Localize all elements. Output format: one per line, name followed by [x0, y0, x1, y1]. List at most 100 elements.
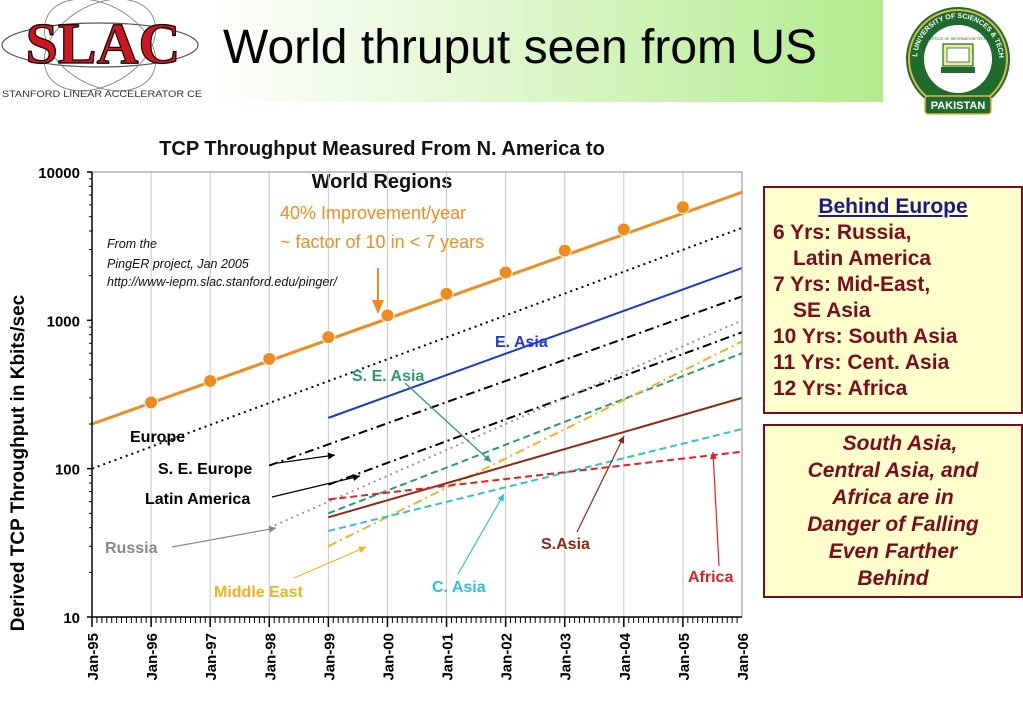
x-tick-label: Jan-04 [617, 632, 634, 680]
series-label-c-asia: C. Asia [432, 579, 486, 596]
behind-europe-line: 10 Yrs: South Asia [773, 325, 958, 348]
y-tick-label: 100 [55, 462, 80, 479]
danger-note-box: South Asia, Central Asia, and Africa are… [763, 424, 1023, 598]
series-label-pointer [171, 527, 277, 548]
danger-note-line: Africa are in [832, 486, 954, 509]
x-tick-label: Jan-97 [203, 633, 220, 681]
improvement-arrow-head [372, 300, 384, 314]
y-tick-label: 10000 [38, 165, 80, 182]
slac-logo-text: SLAC [26, 11, 181, 76]
y-tick-label: 10 [63, 610, 80, 627]
series-label-s-asia: S.Asia [541, 536, 590, 553]
chart-title-line2: World Regions [312, 171, 453, 193]
series-layer: Europe S. E. Europe Latin America Russia E. … [91, 190, 743, 601]
series-label-middle-east: Middle East [214, 584, 304, 601]
x-tick-label: Jan-96 [144, 633, 161, 681]
series-label-pointer-head [358, 546, 366, 553]
behind-europe-line: Latin America [793, 247, 932, 270]
series-marker [616, 222, 631, 237]
series-marker [557, 243, 572, 258]
series-label-pointer [457, 493, 505, 575]
behind-europe-line: 6 Yrs: Russia, [773, 221, 912, 244]
series-marker [498, 265, 513, 280]
nust-logo: NATIONAL UNIVERSITY OF SCIENCES & TECHNO… [903, 4, 1010, 115]
series-marker [203, 373, 218, 388]
series-line-latin-america [328, 331, 743, 486]
danger-note-line: Behind [857, 567, 929, 590]
behind-europe-line: 11 Yrs: Cent. Asia [773, 351, 950, 374]
x-tick-label: Jan-99 [321, 633, 338, 681]
series-label-pointer [404, 382, 492, 463]
series-line-s-e-europe [268, 295, 743, 467]
series-label-s-e-asia: S. E. Asia [352, 368, 424, 385]
behind-europe-line: 12 Yrs: Africa [773, 377, 908, 400]
source-note-line2: PingER project, Jan 2005 [107, 257, 249, 271]
axis-layer: 10 100 1000 10000 Jan-95 Jan-96 Jan-97 Jan-98 Ja… [38, 165, 752, 681]
series-label-russia: Russia [105, 540, 158, 557]
behind-europe-heading: Behind Europe [818, 195, 968, 218]
chart-title-line1: TCP Throughput Measured From N. America … [159, 138, 605, 160]
source-note-line3: http://www-iepm.slac.stanford.edu/pinger… [107, 275, 338, 289]
series-line-africa [328, 450, 743, 501]
x-tick-label: Jan-05 [676, 633, 693, 681]
series-label-pointer [576, 435, 625, 533]
series-label-europe: Europe [130, 429, 185, 446]
series-label-s-e-europe: S. E. Europe [158, 461, 252, 478]
series-line-40-improvement-year [91, 190, 743, 426]
slac-logo-subtitle: STANFORD LINEAR ACCELERATOR CE [2, 89, 202, 100]
danger-note-line: Danger of Falling [807, 513, 979, 536]
series-line-c-asia [328, 428, 743, 532]
series-label-pointer [277, 454, 336, 464]
series-marker [439, 286, 454, 301]
throughput-chart: TCP Throughput Measured From N. America … [8, 138, 752, 681]
improvement-annotation-line2: ~ factor of 10 in < 7 years [280, 232, 484, 252]
x-tick-label: Jan-06 [735, 633, 752, 681]
series-label-latin-america: Latin America [145, 491, 250, 508]
y-tick-label: 1000 [47, 313, 80, 330]
series-label-pointer-head [617, 436, 625, 444]
series-label-pointer-head [709, 452, 717, 460]
behind-europe-line: 7 Yrs: Mid-East, [773, 273, 931, 296]
series-line-s-e-asia [328, 352, 743, 515]
series-label-pointer-head [268, 525, 276, 533]
improvement-annotation-line1: 40% Improvement/year [280, 203, 466, 223]
source-note-line1: From the [107, 237, 157, 251]
series-label-pointer [293, 546, 367, 579]
behind-europe-line: SE Asia [793, 299, 871, 322]
nust-logo-inner-text: NUST INSTITUTE OF INFORMATION TECHNOLOGY [914, 37, 1002, 41]
slide-title: World thruput seen from US [223, 21, 818, 74]
x-tick-label: Jan-95 [85, 633, 102, 681]
grid-layer [150, 172, 684, 617]
series-label-e-asia: E. Asia [495, 334, 548, 351]
danger-note-line: South Asia, [842, 432, 958, 455]
x-tick-label: Jan-01 [440, 633, 457, 681]
series-line-e-asia [328, 267, 743, 419]
series-marker [675, 200, 690, 215]
series-line-middle-east [327, 340, 743, 548]
y-axis-label: Derived TCP Throughput in Kbits/sec [8, 294, 29, 631]
series-marker [144, 395, 159, 410]
x-tick-label: Jan-02 [499, 633, 516, 681]
title-banner: World thruput seen from US [205, 0, 883, 102]
series-label-pointer-head [483, 454, 491, 462]
x-tick-label: Jan-03 [558, 633, 575, 681]
slac-logo: SLAC STANFORD LINEAR ACCELERATOR CE [1, 0, 202, 100]
series-label-pointer [712, 451, 720, 567]
series-marker [380, 308, 395, 323]
danger-note-line: Even Farther [828, 540, 958, 563]
x-tick-label: Jan-98 [262, 633, 279, 681]
danger-note-line: Central Asia, and [807, 459, 979, 482]
series-line-russia [268, 319, 743, 529]
nust-logo-bottom-text: PAKISTAN [931, 100, 986, 112]
series-line-s-asia [328, 396, 743, 519]
series-marker [321, 330, 336, 345]
series-marker [262, 351, 277, 366]
series-label-pointer [271, 475, 361, 498]
behind-europe-box: Behind Europe 6 Yrs: Russia, Latin Ameri… [763, 186, 1023, 414]
series-label-pointer-head [352, 474, 360, 482]
series-label-pointer-head [327, 452, 335, 460]
series-line-europe [91, 226, 743, 470]
series-label-africa: Africa [688, 569, 733, 586]
series-label-pointer-head [497, 494, 504, 502]
x-tick-label: Jan-00 [380, 633, 397, 681]
